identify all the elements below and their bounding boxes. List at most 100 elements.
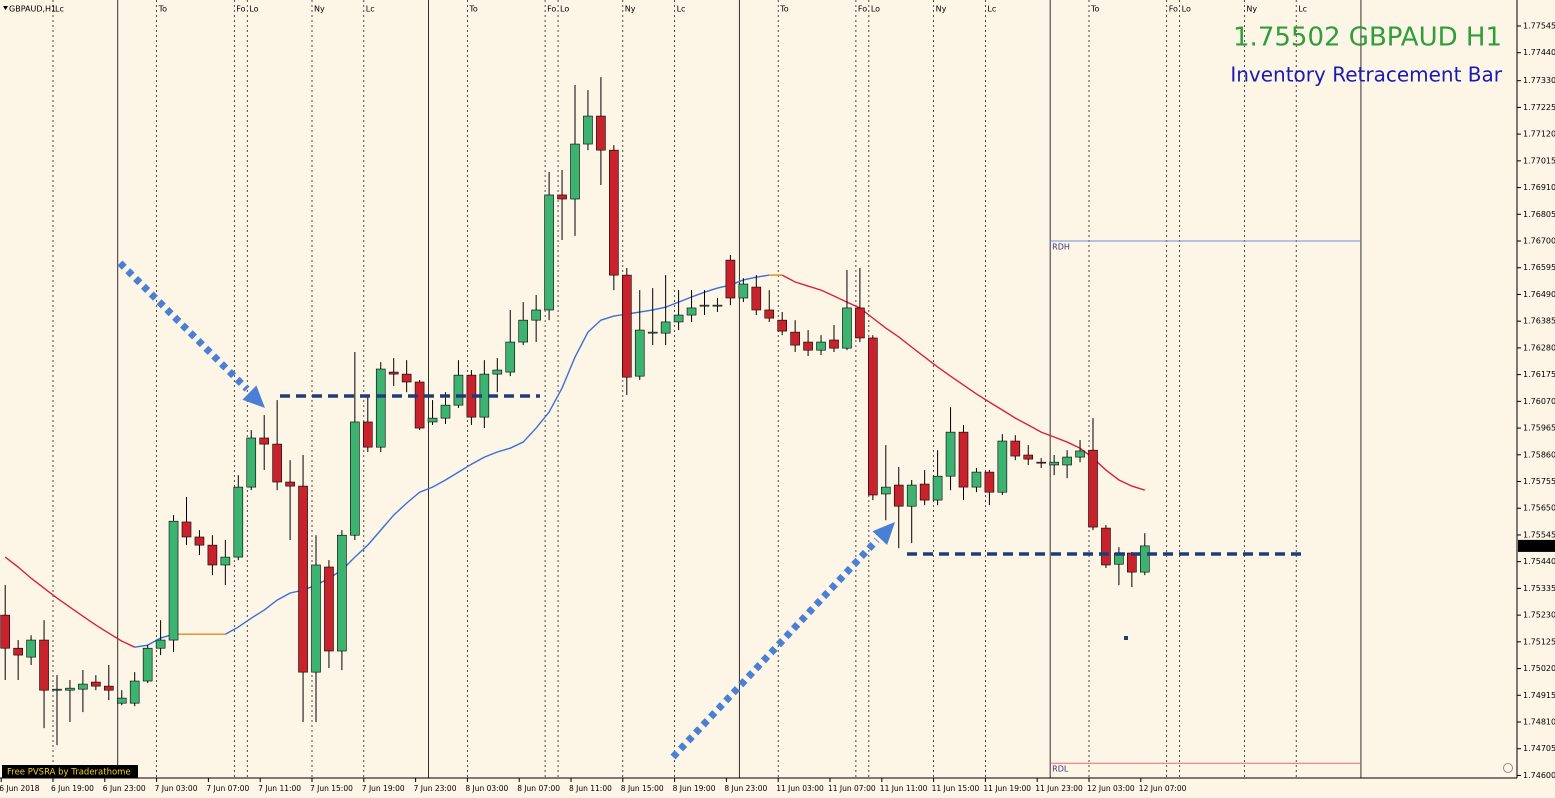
candle-body [725, 259, 736, 299]
x-tick-label: 8 Jun 19:00 [673, 784, 716, 793]
session-label: Fo [547, 5, 556, 14]
candle-body [880, 486, 891, 495]
candle-body [104, 685, 114, 691]
candle-body [1023, 454, 1034, 460]
y-tick-label: 1.76070 [1523, 397, 1555, 406]
y-tick-label: 1.75965 [1523, 424, 1555, 433]
candle-body [919, 483, 930, 501]
candle-body [712, 304, 723, 307]
x-tick-label: 7 Jun 11:00 [258, 784, 301, 793]
y-tick-label: 1.75335 [1523, 584, 1555, 593]
candle-body [984, 471, 995, 493]
session-label: Lo [249, 5, 258, 14]
candle-body [13, 647, 23, 656]
x-tick-label: 7 Jun 07:00 [206, 784, 249, 793]
session-label: Fo [858, 5, 867, 14]
candle-body [544, 194, 554, 311]
x-tick-label: 11 Jun 03:00 [776, 784, 824, 793]
candle-body [971, 471, 982, 488]
candle-body [893, 484, 904, 507]
y-tick-label: 1.75440 [1523, 557, 1555, 566]
x-tick-label: 12 Jun 07:00 [1139, 784, 1187, 793]
session-label: To [779, 5, 789, 14]
candle-body [777, 319, 788, 332]
day-range-label: RDL [1052, 765, 1069, 774]
candle-body [660, 321, 671, 334]
y-tick-label: 1.74915 [1523, 691, 1555, 700]
candle-body [1140, 545, 1150, 573]
candle-body [531, 309, 541, 321]
y-tick-label: 1.75650 [1523, 504, 1555, 513]
session-label: Ny [936, 5, 947, 14]
x-tick-label: 8 Jun 07:00 [517, 784, 560, 793]
candle-body [790, 331, 800, 346]
candle-body [647, 331, 658, 334]
y-tick-label: 1.75230 [1523, 611, 1555, 620]
candle-body [194, 536, 205, 546]
price-tag [1518, 539, 1555, 552]
candle-body [168, 520, 179, 641]
candle-body [945, 431, 956, 477]
candle-body [440, 404, 451, 419]
x-tick-label: 11 Jun 23:00 [1035, 784, 1083, 793]
candle-body [220, 556, 231, 566]
y-tick-label: 1.74705 [1523, 744, 1555, 753]
candle-body [492, 369, 503, 375]
day-range-label: RDH [1052, 243, 1070, 252]
moving-average [134, 633, 174, 648]
session-label: Ny [625, 5, 636, 14]
x-tick-label: 7 Jun 15:00 [310, 784, 353, 793]
candle-body [375, 368, 386, 448]
candle-body [673, 314, 684, 323]
x-tick-label: 6 Jun 23:00 [103, 784, 146, 793]
candle-body [557, 194, 567, 200]
x-tick-label: 6 Jun 19:00 [51, 784, 94, 793]
candle-body [246, 437, 257, 488]
candle-body [78, 683, 88, 690]
candle-body [285, 481, 295, 487]
candle-body [272, 443, 282, 483]
x-tick-label: 7 Jun 23:00 [414, 784, 457, 793]
candle-body [337, 534, 347, 652]
candle-body [505, 341, 516, 373]
candle-body [414, 381, 425, 429]
y-tick-label: 1.76175 [1523, 370, 1555, 379]
candle-body [634, 329, 645, 377]
x-tick-label: 6 Jun 2018 [0, 784, 40, 793]
candle-body [764, 309, 775, 319]
candle-body [609, 149, 619, 276]
y-tick-label: 1.74810 [1523, 718, 1555, 727]
arrow-line [117, 260, 250, 392]
candle-body [868, 337, 878, 496]
candle-body [997, 440, 1008, 493]
candle-body [1127, 552, 1137, 573]
y-tick-label: 1.76280 [1523, 343, 1555, 352]
candle-body [116, 697, 127, 704]
arrow-head [872, 522, 895, 545]
dropdown-icon [3, 6, 8, 10]
y-tick-label: 1.75125 [1523, 637, 1555, 646]
y-tick-label: 1.75020 [1523, 664, 1555, 673]
chart-title: 1.75502 GBPAUD H1 [1233, 23, 1502, 53]
y-tick-label: 1.77330 [1523, 76, 1555, 85]
candle-body [453, 374, 464, 406]
candle-body [233, 486, 244, 558]
candle-body [324, 566, 334, 652]
session-label: Lc [677, 5, 686, 14]
y-tick-label: 1.76385 [1523, 317, 1555, 326]
x-tick-label: 11 Jun 07:00 [828, 784, 876, 793]
y-tick-label: 1.75860 [1523, 450, 1555, 459]
candle-body [1075, 450, 1085, 458]
candle-body [1049, 461, 1059, 466]
session-label: Fo [236, 5, 245, 14]
candle-body [142, 647, 153, 682]
session-label: To [158, 5, 168, 14]
session-label: Ny [1246, 5, 1257, 14]
y-tick-label: 1.77015 [1523, 156, 1555, 165]
y-tick-label: 1.76595 [1523, 263, 1555, 272]
candle-body [686, 307, 697, 316]
candle-body [207, 544, 218, 566]
y-tick-label: 1.74600 [1523, 771, 1555, 780]
